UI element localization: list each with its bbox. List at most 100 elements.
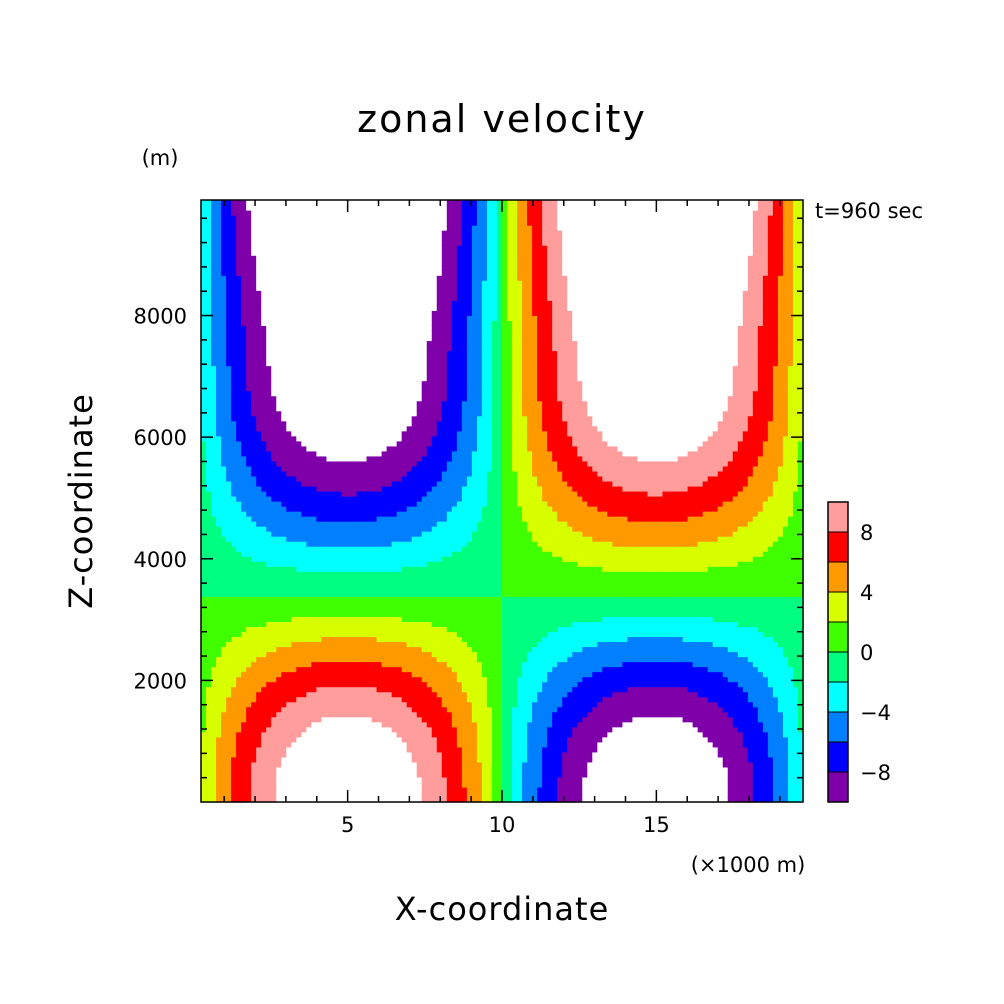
contour-cell [396,521,403,527]
contour-cell [261,646,267,653]
contour-cell [261,796,267,803]
contour-cell [331,721,338,728]
contour-cell [321,270,328,276]
contour-cell [286,360,292,367]
contour-cell [346,516,353,522]
contour-cell [341,531,348,537]
contour-cell [301,280,307,286]
contour-cell [271,651,277,658]
contour-cell [321,425,328,432]
contour-cell [266,300,272,306]
contour-cell [361,480,368,487]
contour-cell [391,626,398,633]
contour-cell [356,305,363,311]
contour-cell [401,295,408,301]
contour-cell [341,631,348,638]
contour-cell [351,380,358,387]
contour-cell [221,330,227,337]
contour-cell [336,771,343,778]
contour-cell [386,651,393,658]
contour-cell [361,225,368,231]
contour-cell [396,726,403,733]
contour-cell [346,245,353,251]
contour-cell [236,210,242,216]
contour-cell [261,325,267,332]
contour-cell [331,521,338,527]
contour-cell [401,696,408,703]
contour-cell [361,651,368,658]
contour-cell [276,671,282,678]
contour-cell [346,280,353,286]
contour-cell [291,465,297,472]
contour-cell [211,596,217,602]
contour-cell [331,516,338,522]
contour-cell [326,766,333,773]
contour-cell [406,656,413,663]
contour-cell [391,335,398,342]
contour-cell [346,521,353,527]
contour-cell [231,506,237,512]
contour-cell [386,420,393,427]
contour-cell [246,676,252,683]
contour-cell [206,330,212,337]
contour-cell [376,591,383,597]
contour-cell [306,561,312,567]
contour-cell [221,506,227,512]
contour-cell [351,571,358,577]
contour-cell [316,335,322,342]
contour-cell [391,485,398,492]
contour-cell [341,215,348,221]
contour-cell [391,475,398,482]
contour-cell [311,390,317,397]
contour-cell [386,581,393,587]
contour-cell [316,440,322,447]
contour-cell [311,425,317,432]
contour-cell [271,365,277,372]
contour-cell [296,681,302,688]
contour-cell [231,350,237,357]
contour-cell [301,686,307,693]
contour-cell [301,771,307,778]
contour-cell [391,536,398,542]
contour-cell [306,566,312,572]
contour-cell [346,465,353,472]
contour-cell [376,280,383,286]
contour-cell [366,265,373,271]
contour-cell [406,445,413,452]
contour-cell [346,696,353,703]
contour-cell [311,676,317,683]
contour-cell [346,666,353,673]
contour-cell [326,726,333,733]
contour-cell [206,295,212,301]
contour-cell [271,751,277,758]
contour-cell [306,746,312,753]
contour-cell [351,546,358,552]
contour-cell [256,470,262,477]
contour-cell [246,270,252,276]
contour-cell [366,210,373,216]
contour-cell [211,636,217,643]
contour-cell [296,521,302,527]
contour-cell [396,495,403,502]
contour-cell [361,636,368,643]
contour-cell [236,716,242,723]
contour-cell [261,440,267,447]
contour-cell [251,265,257,271]
contour-cell [201,340,207,347]
contour-cell [351,506,358,512]
contour-cell [371,255,378,261]
contour-cell [211,280,217,286]
contour-cell [341,480,348,487]
contour-cell [291,320,297,327]
contour-cell [396,485,403,492]
contour-cell [296,741,302,748]
contour-cell [246,671,252,678]
contour-cell [366,601,373,607]
contour-cell [291,460,297,467]
contour-cell [201,671,207,678]
contour-cell [266,380,272,387]
contour-cell [351,611,358,617]
contour-cell [311,516,317,522]
contour-cell [286,455,292,462]
contour-cell [361,230,368,236]
